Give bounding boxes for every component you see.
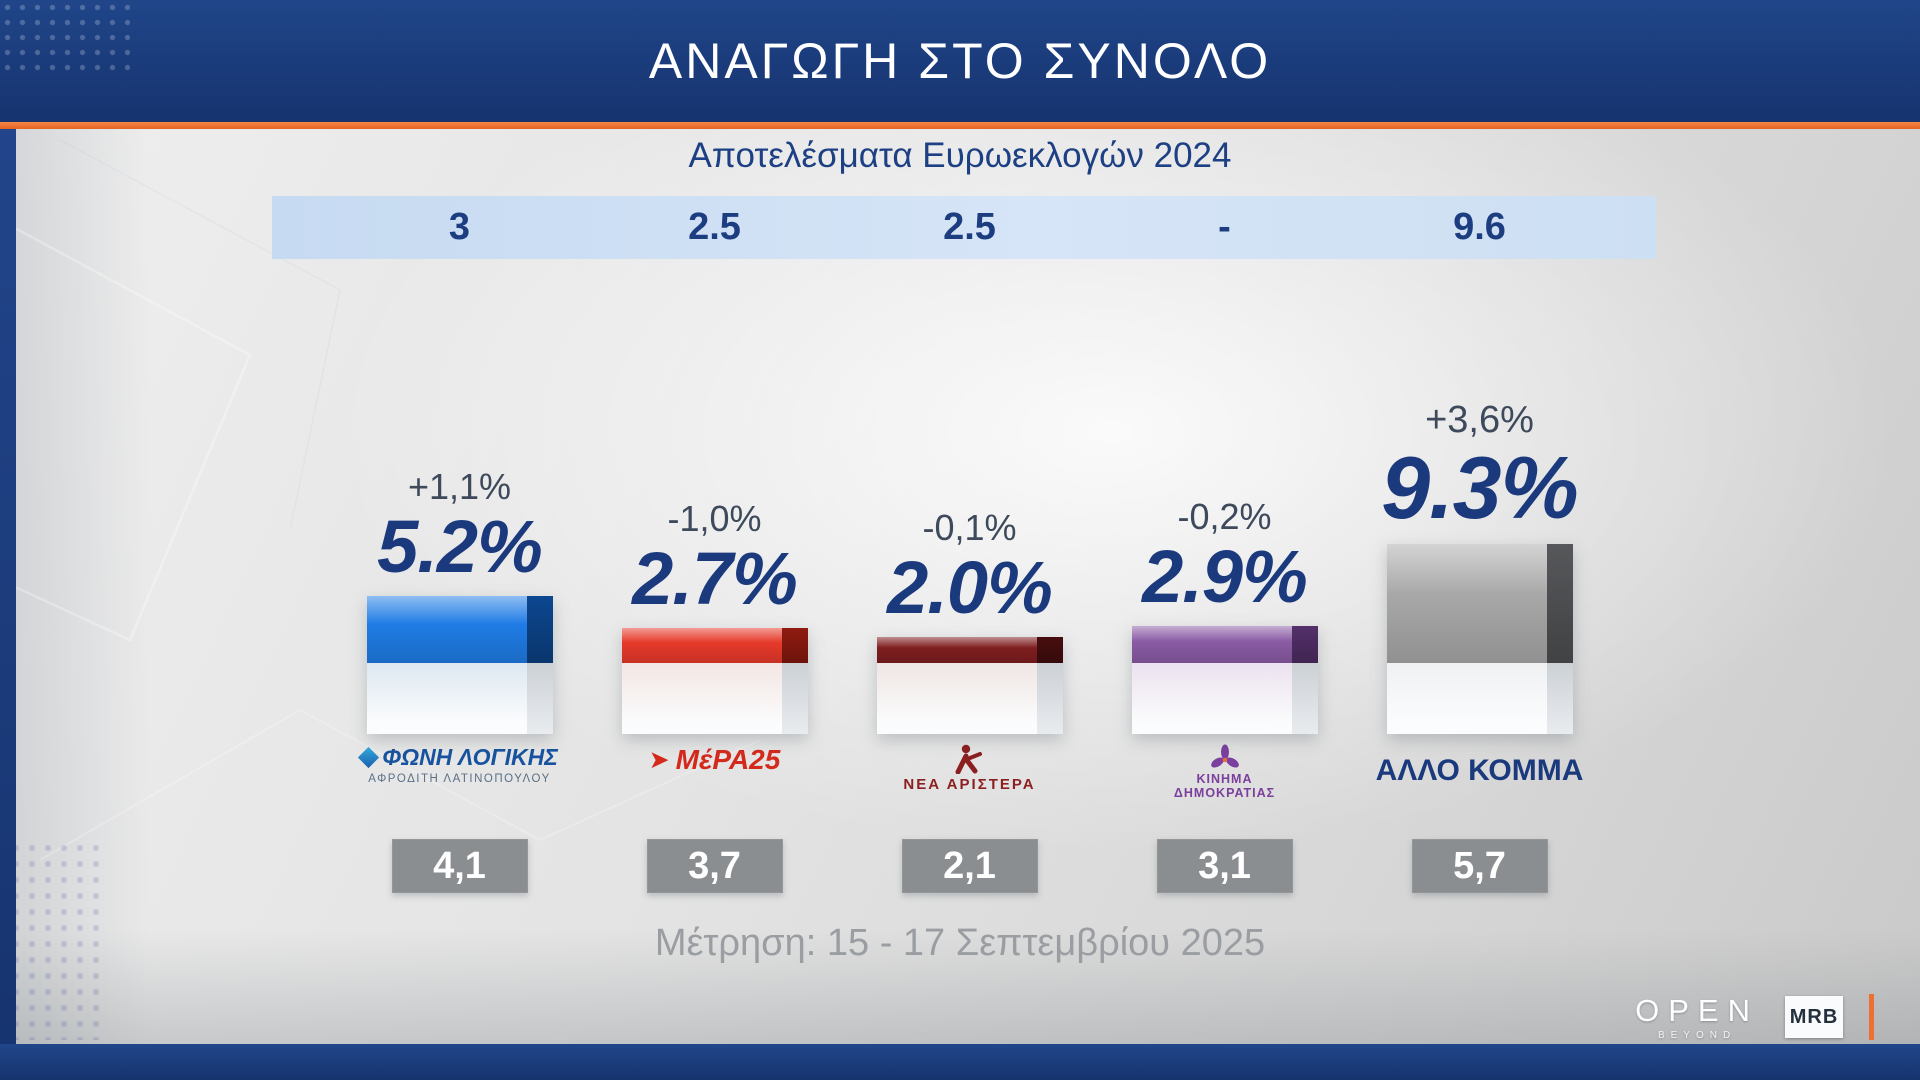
bar <box>366 596 553 734</box>
bar-pedestal <box>876 663 1037 734</box>
previous-result-value: 9.6 <box>1453 206 1506 248</box>
bar-front-face <box>366 596 527 734</box>
bar-colored-segment <box>621 628 782 663</box>
party-logo-mera25: ➤ ΜέΡΑ25 <box>587 740 842 808</box>
party-column-foni-logikis: +1,1% 5.2% ΦΩΝΗ ΛΟΓΙΚΗΣ ΑΦΡΟΔΙΤΗ ΛΑΤΙΝΟΠ… <box>332 340 587 893</box>
bar-side-colored <box>1036 637 1063 663</box>
bar-side-face <box>526 596 553 734</box>
swirl-bird-icon <box>1210 744 1239 768</box>
party-column-mera25: -1,0% 2.7% ➤ ΜέΡΑ25 3,7 <box>587 340 842 893</box>
bar-front-face <box>876 637 1037 734</box>
open-logo: OPEN BEYOND <box>1635 993 1759 1041</box>
bar-side-colored <box>781 628 808 663</box>
poll-bar-chart: +1,1% 5.2% ΦΩΝΗ ΛΟΓΙΚΗΣ ΑΦΡΟΔΙΤΗ ΛΑΤΙΝΟΠ… <box>332 340 1607 893</box>
left-edge-strip <box>0 0 16 1080</box>
page-title: ΑΝΑΓΩΓΗ ΣΤΟ ΣΥΝΟΛΟ <box>648 33 1272 89</box>
previous-results-band: 3 2.5 2.5 - 9.6 <box>272 196 1656 259</box>
open-logo-subtext: BEYOND <box>1657 1030 1737 1041</box>
party-logo-text: ΑΛΛΟ ΚΟΜΜΑ <box>1375 754 1584 787</box>
change-label: -0,2% <box>1177 496 1272 537</box>
value-label: 9.3% <box>1381 438 1579 537</box>
bar-pedestal <box>1131 663 1292 734</box>
party-logo-foni-logikis: ΦΩΝΗ ΛΟΓΙΚΗΣ ΑΦΡΟΔΙΤΗ ΛΑΤΙΝΟΠΟΥΛΟΥ <box>332 740 587 808</box>
value-box: 5,7 <box>1411 839 1548 893</box>
party-logo-text: ΝΕΑ ΑΡΙΣΤΕΡΑ <box>903 776 1036 793</box>
party-logo-kinima-dimokratias: ΚΙΝΗΜΑ ΔΗΜΟΚΡΑΤΙΑΣ <box>1097 740 1352 808</box>
bar-side-pedestal <box>1291 663 1318 734</box>
value-box: 4,1 <box>391 839 528 893</box>
background-lines-decoration <box>0 218 760 861</box>
bar-pedestal <box>621 663 782 734</box>
bar-side-colored <box>1546 544 1573 663</box>
party-logo-text: ΦΩΝΗ ΛΟΓΙΚΗΣ <box>382 744 558 770</box>
value-label: 5.2% <box>377 505 543 588</box>
party-logo-subtext: ΑΦΡΟΔΙΤΗ ΛΑΤΙΝΟΠΟΥΛΟΥ <box>368 773 551 785</box>
bar-front-face <box>1131 626 1292 734</box>
branding-accent-bar <box>1869 994 1874 1040</box>
bar-colored-segment <box>1386 544 1547 663</box>
bar-side-pedestal <box>781 663 808 734</box>
arrow-icon: ➤ <box>648 745 670 774</box>
value-box: 3,1 <box>1156 839 1293 893</box>
subtitle-euro-elections: Αποτελέσματα Ευρωεκλογών 2024 <box>688 136 1232 175</box>
previous-result-value: - <box>1218 206 1231 248</box>
mrb-logo: MRB <box>1785 996 1843 1038</box>
bar-side-face <box>1036 637 1063 734</box>
value-label: 2.7% <box>632 537 798 620</box>
bar-colored-segment <box>366 596 527 663</box>
previous-result-value: 2.5 <box>943 206 996 248</box>
bar-front-face <box>1386 544 1547 734</box>
bar-pedestal <box>1386 663 1547 734</box>
party-logo-text: ΚΙΝΗΜΑ ΔΗΜΟΚΡΑΤΙΑΣ <box>1173 772 1276 800</box>
dot-pattern-bottom-left <box>8 840 104 1040</box>
bar-colored-segment <box>876 637 1037 663</box>
bar-side-face <box>1546 544 1573 734</box>
party-column-allo-komma: +3,6% 9.3% ΑΛΛΟ ΚΟΜΜΑ 5,7 <box>1352 340 1607 893</box>
measurement-date-note: Μέτρηση: 15 - 17 Σεπτεμβρίου 2025 <box>654 922 1266 964</box>
party-column-nea-aristera: -0,1% 2.0% ΝΕΑ ΑΡΙΣΤΕΡΑ <box>842 340 1097 893</box>
party-logo-nea-aristera: ΝΕΑ ΑΡΙΣΤΕΡΑ <box>842 740 1097 808</box>
value-box: 3,7 <box>646 839 783 893</box>
value-label: 2.9% <box>1142 535 1308 618</box>
person-k-icon <box>955 744 982 774</box>
party-column-kinima-dimokratias: -0,2% 2.9% <box>1097 340 1352 893</box>
previous-results-values: 3 2.5 2.5 - 9.6 <box>332 196 1607 259</box>
bar <box>621 628 808 734</box>
bar-side-pedestal <box>1036 663 1063 734</box>
bar-front-face <box>621 628 782 734</box>
value-box: 2,1 <box>901 839 1038 893</box>
header-accent-line <box>0 122 1920 129</box>
change-label: +3,6% <box>1425 399 1534 441</box>
header-bar: ΑΝΑΓΩΓΗ ΣΤΟ ΣΥΝΟΛΟ <box>0 0 1920 122</box>
previous-result-value: 2.5 <box>688 206 741 248</box>
bar-side-pedestal <box>1546 663 1573 734</box>
bar <box>1386 544 1573 734</box>
dot-pattern-top-left <box>0 0 130 74</box>
bottom-edge-strip <box>0 1044 1920 1080</box>
previous-result-value: 3 <box>448 206 471 248</box>
channel-branding: OPEN BEYOND MRB <box>1635 993 1874 1041</box>
bar-side-colored <box>1291 626 1318 663</box>
diamond-icon <box>358 746 380 769</box>
bar-colored-segment <box>1131 626 1292 663</box>
bar-side-face <box>781 628 808 734</box>
open-logo-text: OPEN <box>1635 993 1759 1028</box>
bar-side-face <box>1291 626 1318 734</box>
party-label-allo-komma: ΑΛΛΟ ΚΟΜΜΑ <box>1352 740 1607 808</box>
bar <box>876 637 1063 734</box>
bar-pedestal <box>366 663 527 734</box>
value-label: 2.0% <box>887 546 1053 629</box>
party-logo-text: ΜέΡΑ25 <box>675 744 781 775</box>
change-label: -1,0% <box>667 498 762 539</box>
bar <box>1131 626 1318 734</box>
change-label: -0,1% <box>922 507 1017 548</box>
bar-side-pedestal <box>526 663 553 734</box>
bar-side-colored <box>526 596 553 663</box>
change-label: +1,1% <box>407 466 512 507</box>
